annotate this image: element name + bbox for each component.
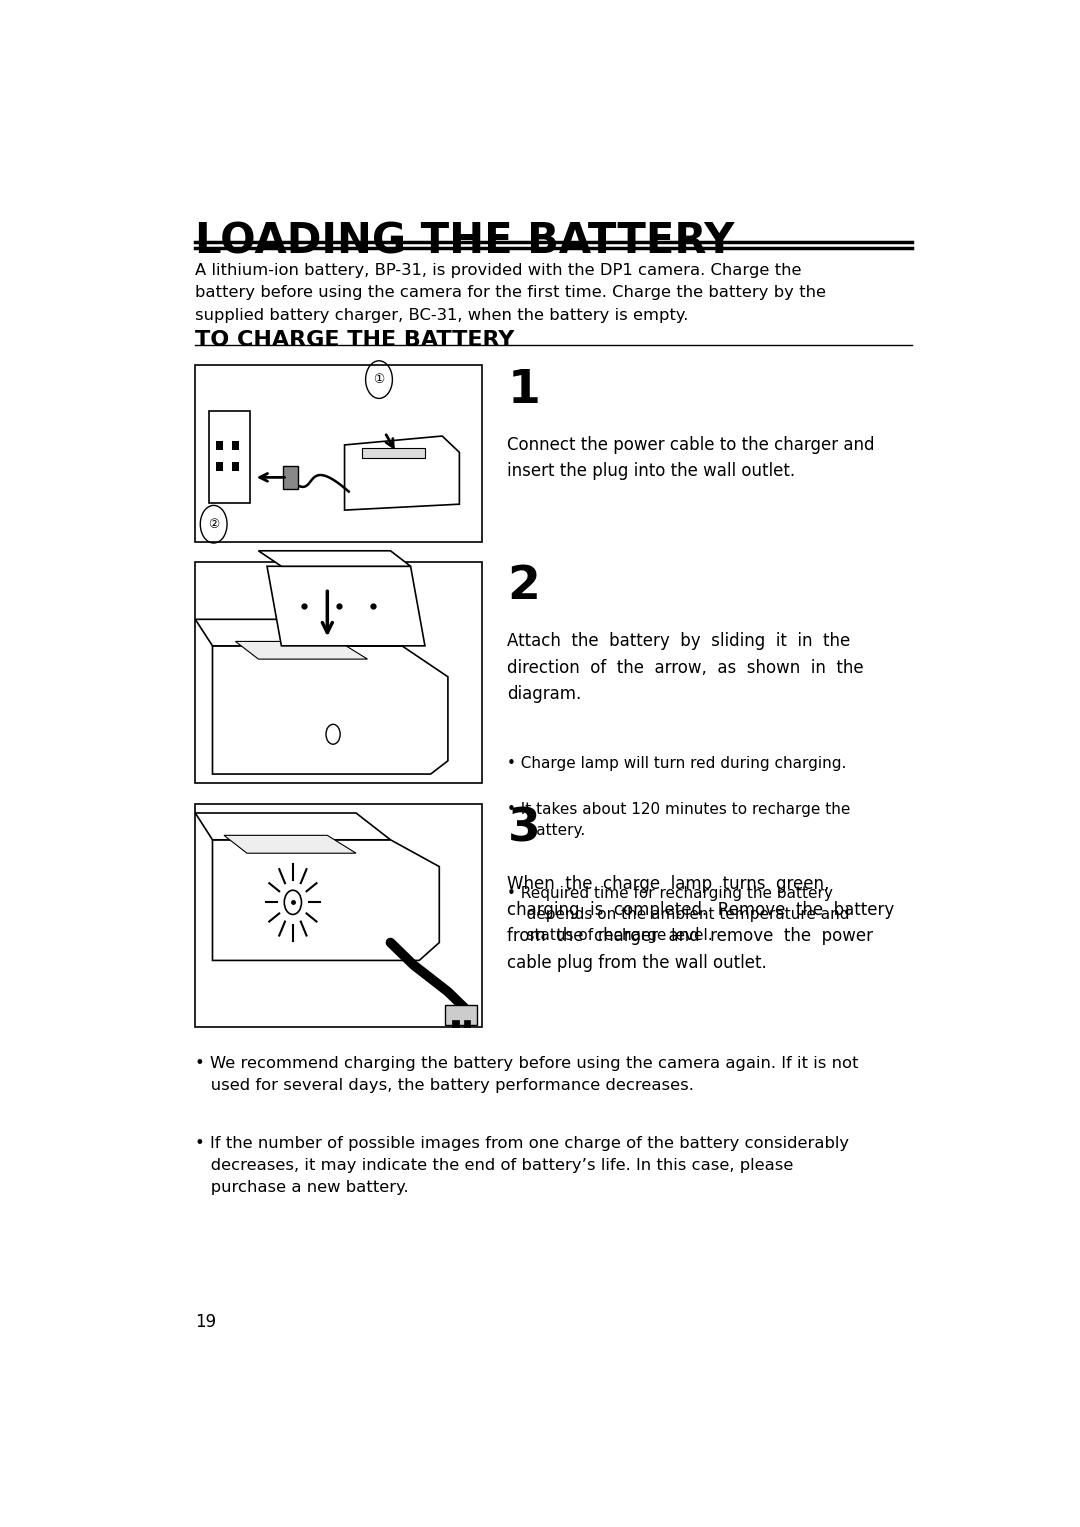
Text: 1: 1	[508, 368, 540, 412]
Bar	[445, 1005, 476, 1025]
Bar	[231, 441, 239, 450]
Polygon shape	[195, 620, 402, 646]
Polygon shape	[213, 840, 440, 960]
Text: • It takes about 120 minutes to recharge the
    battery.: • It takes about 120 minutes to recharge…	[508, 802, 851, 838]
Bar	[362, 447, 424, 458]
Polygon shape	[213, 646, 448, 774]
Text: A lithium-ion battery, BP-31, is provided with the DP1 camera. Charge the
batter: A lithium-ion battery, BP-31, is provide…	[195, 263, 826, 322]
Text: • Charge lamp will turn red during charging.: • Charge lamp will turn red during charg…	[508, 756, 847, 771]
Bar	[453, 1020, 459, 1028]
Text: 19: 19	[195, 1313, 216, 1332]
Text: ①: ①	[374, 373, 384, 386]
Bar	[195, 562, 483, 783]
Polygon shape	[258, 551, 410, 567]
Bar	[216, 461, 224, 470]
Bar	[463, 1020, 471, 1028]
Text: Attach  the  battery  by  sliding  it  in  the
direction  of  the  arrow,  as  s: Attach the battery by sliding it in the …	[508, 632, 864, 704]
Text: Connect the power cable to the charger and
insert the plug into the wall outlet.: Connect the power cable to the charger a…	[508, 437, 875, 481]
Text: • Required time for recharging the battery
    depends on the ambient temperatur: • Required time for recharging the batte…	[508, 886, 850, 944]
Text: 2: 2	[508, 563, 540, 609]
Text: When  the  charge  lamp  turns  green,
charging  is  completed.  Remove  the  ba: When the charge lamp turns green, chargi…	[508, 875, 894, 971]
Text: 3: 3	[508, 806, 540, 852]
Text: ②: ②	[208, 518, 219, 531]
Text: • We recommend charging the battery before using the camera again. If it is not
: • We recommend charging the battery befo…	[195, 1055, 859, 1093]
Bar	[231, 461, 239, 470]
Polygon shape	[195, 812, 391, 840]
Text: TO CHARGE THE BATTERY: TO CHARGE THE BATTERY	[195, 330, 515, 350]
Bar	[283, 466, 298, 489]
Bar	[216, 441, 224, 450]
Text: LOADING THE BATTERY: LOADING THE BATTERY	[195, 221, 734, 263]
Bar	[210, 411, 249, 502]
Text: • If the number of possible images from one charge of the battery considerably
 : • If the number of possible images from …	[195, 1136, 849, 1196]
Bar	[195, 365, 483, 542]
Polygon shape	[235, 641, 367, 660]
Polygon shape	[224, 835, 356, 854]
Polygon shape	[345, 437, 459, 510]
Polygon shape	[267, 567, 424, 646]
Bar	[195, 805, 483, 1028]
